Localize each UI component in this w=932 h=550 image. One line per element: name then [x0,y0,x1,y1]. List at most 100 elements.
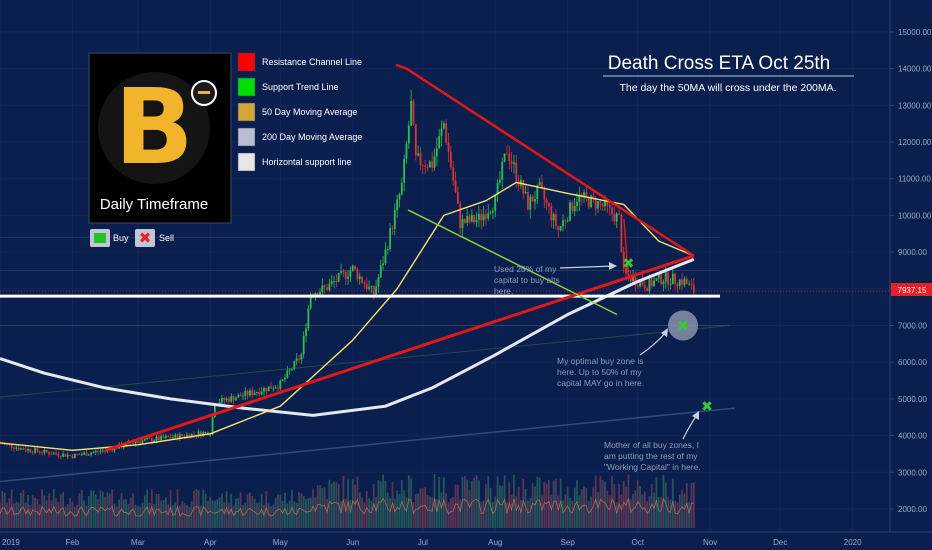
candle-body [370,285,373,287]
volume-bar [232,505,235,528]
candle-body [24,449,27,451]
logo-caption: Daily Timeframe [100,196,208,213]
volume-bar [580,488,583,528]
candle-body [17,447,20,450]
candle-body [363,282,366,285]
candle-body [279,380,282,389]
candle-body [372,285,375,296]
candle-body [466,215,469,223]
candle-body [636,284,639,287]
candle-body [692,284,695,293]
candle-body [281,379,284,381]
volume-bar [41,489,43,528]
candle-body [349,270,352,277]
volume-bar [468,490,471,528]
volume-bar [122,499,125,528]
candle-body [643,285,646,289]
volume-bar [501,485,504,528]
candle-body [347,276,349,279]
candle-body [676,283,679,286]
annotation-1-arrowhead [609,262,617,270]
volume-bar [57,502,60,528]
volume-bar [125,499,128,528]
candle-body [153,440,156,442]
candle-body [477,213,480,220]
candle-body [473,214,476,223]
long-term-support-line [0,407,736,483]
volume-bar [543,481,546,528]
volume-bar [403,490,406,528]
y-tick-label: 2000.00 [898,505,927,514]
volume-bar [641,494,644,528]
candle-body [440,128,443,137]
volume-bar [489,487,492,528]
signal-markers: ✖ ✖ ✖ [623,256,713,415]
volume-bar [569,497,571,528]
volume-bar [143,495,146,528]
volume-bar [277,494,279,528]
x-tick-label: 2019 [2,538,20,547]
candle-body [386,249,389,250]
y-tick-label: 12000.00 [898,138,932,147]
volume-average-line [0,497,694,518]
candle-body [223,397,226,401]
candle-body [57,453,60,456]
volume-bar [368,498,370,528]
candle-body [433,156,436,168]
volume-bar [564,494,567,528]
candle-body [529,196,532,210]
candle-body [321,285,324,293]
volume-bar [503,475,506,528]
candle-body [97,451,100,452]
volume-bar [625,486,627,528]
candle-body [239,394,242,397]
candle-body [428,161,431,168]
bitcoin-logo-backdrop [98,72,210,184]
volume-bar [31,495,34,528]
annotation-2-line-3: capital MAY go in here. [557,378,644,388]
x-tick-label: Oct [632,538,645,547]
candle-body [209,434,212,436]
candle-body [31,451,34,453]
volume-bar [160,500,163,528]
candle-body [538,182,541,186]
candle-body [66,454,69,457]
volume-bar [389,497,392,528]
candle-body [559,226,562,231]
volume-bar [664,482,667,528]
volume-bar [8,498,11,528]
candle-body [468,215,471,222]
volume-bar [386,492,389,528]
candle-body [34,448,36,453]
candle-body [590,195,592,208]
candle-body [594,198,597,209]
volume-bar [461,477,464,528]
volume-bar [557,495,560,528]
volume-bar [302,496,305,528]
candle-body [237,394,240,398]
candle-body [78,454,81,456]
candle-body [571,202,574,212]
volume-bar [183,502,186,528]
candle-body [573,205,576,212]
y-tick-label: 14000.00 [898,65,932,74]
volume-bar [655,477,658,528]
volume-bar [164,497,167,528]
candle-body [674,273,677,284]
volume-bar [578,495,581,528]
ma200-line [0,258,695,417]
candle-body [449,151,452,168]
volume-bar [101,491,104,528]
candle-body [288,369,291,371]
candle-body [550,206,553,221]
volume-bar [136,506,139,528]
candle-body [548,202,550,207]
volume-bar [185,505,188,528]
legend-label-3: 50 Day Moving Average [262,107,357,117]
volume-bar [157,494,160,528]
volume-bar [606,490,609,528]
candle-body [211,417,214,435]
volume-bar [398,494,401,528]
volume-bar [361,497,363,528]
volume-bar [667,496,670,528]
